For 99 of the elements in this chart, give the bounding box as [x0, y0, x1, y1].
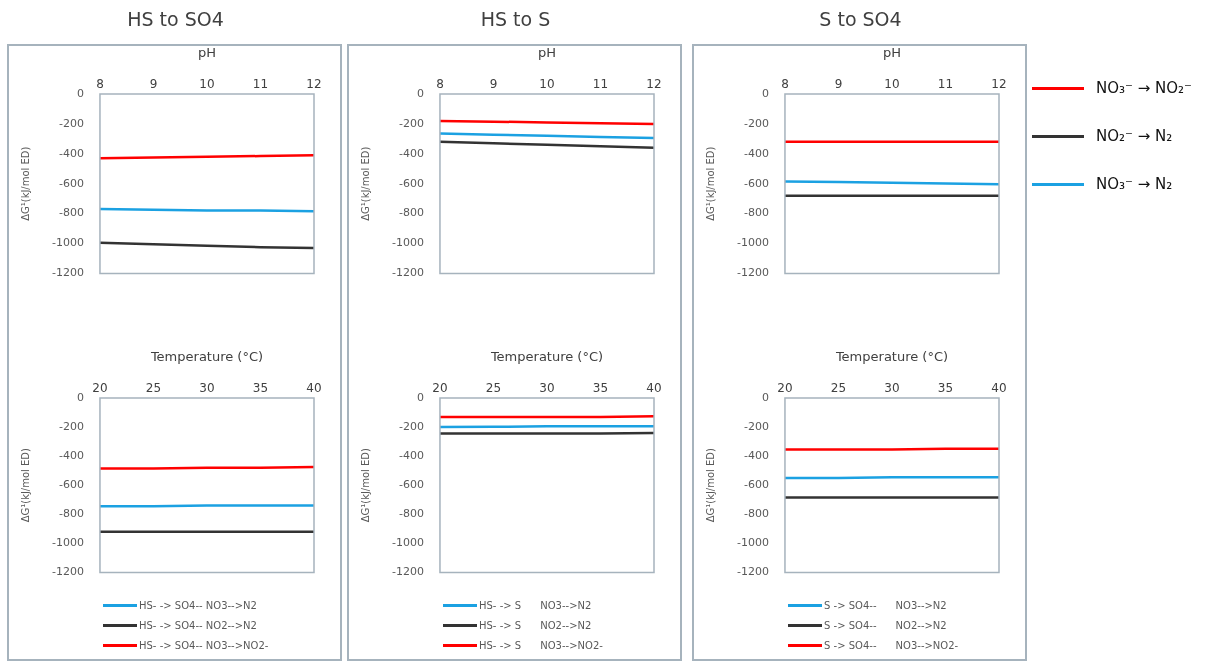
- x-tick-label: 25: [830, 380, 847, 395]
- x-tick-label: 40: [646, 380, 662, 395]
- y-tick-label: -200: [58, 116, 84, 130]
- x-axis-title: Temperature (°C): [149, 349, 264, 365]
- legend-label: HS- -> S NO3-->NO2-: [479, 639, 603, 651]
- y-tick-label: 0: [76, 390, 84, 404]
- x-axis-title: Temperature (°C): [834, 349, 949, 365]
- x-tick-label: 10: [199, 76, 215, 91]
- y-tick-label: -400: [398, 146, 424, 160]
- y-tick-label: -1000: [391, 536, 424, 550]
- y-tick-label: -1000: [736, 536, 769, 550]
- x-tick-label: 20: [777, 380, 793, 395]
- x-tick-label: 12: [991, 76, 1007, 91]
- x-tick-label: 25: [485, 380, 502, 395]
- y-axis-title: ΔG¹(kJ/mol ED): [704, 146, 716, 221]
- y-tick-label: -600: [743, 478, 769, 492]
- y-tick-label: -400: [58, 146, 84, 160]
- y-tick-label: -200: [398, 116, 424, 130]
- y-tick-label: -600: [398, 478, 424, 492]
- y-tick-label: -1200: [51, 565, 84, 579]
- y-tick-label: -800: [743, 206, 769, 220]
- legend-label: NO₃⁻ → N₂: [1096, 175, 1173, 193]
- x-tick-label: 35: [937, 380, 954, 395]
- y-tick-label: -800: [58, 507, 84, 521]
- x-tick-label: 8: [436, 76, 444, 91]
- y-axis-title: ΔG¹(kJ/mol ED): [359, 146, 371, 221]
- y-tick-label: -1200: [391, 565, 424, 579]
- x-tick-label: 40: [306, 380, 322, 395]
- chart-title: S to SO4: [818, 8, 903, 30]
- x-axis-title: pH: [537, 45, 556, 61]
- x-tick-label: 30: [884, 380, 900, 395]
- x-tick-label: 9: [834, 76, 843, 91]
- y-tick-label: -1200: [736, 266, 769, 280]
- y-tick-label: 0: [76, 86, 84, 100]
- x-axis-title: Temperature (°C): [489, 349, 604, 365]
- x-tick-label: 30: [539, 380, 555, 395]
- legend-label: S -> SO4-- NO3-->NO2-: [824, 639, 959, 651]
- legend-label: HS- -> S NO2-->N2: [479, 619, 592, 631]
- y-tick-label: -1200: [391, 266, 424, 280]
- chart-title: HS to SO4: [126, 8, 225, 30]
- y-tick-label: -600: [743, 176, 769, 190]
- y-axis-title: ΔG¹(kJ/mol ED): [19, 447, 31, 523]
- x-tick-label: 8: [96, 76, 104, 91]
- legend-label: HS- -> SO4-- NO2-->N2: [139, 619, 257, 631]
- y-tick-label: -1000: [51, 536, 84, 550]
- y-tick-label: -200: [743, 419, 769, 433]
- legend-label: HS- -> SO4-- NO3-->NO2-: [139, 639, 269, 651]
- y-tick-label: 0: [761, 390, 769, 404]
- x-axis-title: pH: [197, 45, 216, 61]
- y-tick-label: -600: [398, 176, 424, 190]
- y-tick-label: -600: [58, 176, 84, 190]
- legend-label: HS- -> SO4-- NO3-->N2: [139, 599, 257, 611]
- y-tick-label: -1200: [736, 565, 769, 579]
- x-tick-label: 8: [781, 76, 789, 91]
- y-tick-label: -600: [58, 478, 84, 492]
- y-tick-label: -200: [398, 419, 424, 433]
- legend-label: S -> SO4-- NO3-->N2: [824, 599, 947, 611]
- y-tick-label: -800: [398, 507, 424, 521]
- y-tick-label: -800: [398, 206, 424, 220]
- y-tick-label: -400: [58, 448, 84, 462]
- y-tick-label: -400: [398, 448, 424, 462]
- y-axis-title: ΔG¹(kJ/mol ED): [359, 447, 371, 523]
- x-tick-label: 11: [592, 76, 609, 91]
- x-tick-label: 10: [539, 76, 555, 91]
- y-axis-title: ΔG¹(kJ/mol ED): [704, 447, 716, 523]
- y-tick-label: -800: [743, 507, 769, 521]
- x-tick-label: 35: [252, 380, 269, 395]
- legend-label: NO₃⁻ → NO₂⁻: [1096, 79, 1193, 97]
- x-tick-label: 12: [646, 76, 662, 91]
- chart-title: HS to S: [479, 8, 552, 30]
- y-tick-label: 0: [416, 390, 424, 404]
- y-tick-label: -400: [743, 146, 769, 160]
- legend-label: HS- -> S NO3-->N2: [479, 599, 592, 611]
- x-axis-title: pH: [882, 45, 901, 61]
- y-tick-label: -800: [58, 206, 84, 220]
- y-tick-label: 0: [761, 86, 769, 100]
- y-tick-label: 0: [416, 86, 424, 100]
- y-tick-label: -1200: [51, 266, 84, 280]
- x-tick-label: 11: [937, 76, 954, 91]
- legend-label: S -> SO4-- NO2-->N2: [824, 619, 947, 631]
- x-tick-label: 20: [92, 380, 108, 395]
- x-tick-label: 10: [884, 76, 900, 91]
- x-tick-label: 30: [199, 380, 215, 395]
- y-tick-label: -1000: [51, 236, 84, 250]
- y-axis-title: ΔG¹(kJ/mol ED): [19, 146, 31, 221]
- y-tick-label: -1000: [391, 236, 424, 250]
- x-tick-label: 11: [252, 76, 269, 91]
- y-tick-label: -400: [743, 448, 769, 462]
- x-tick-label: 9: [149, 76, 158, 91]
- legend-label: NO₂⁻ → N₂: [1096, 127, 1173, 145]
- x-tick-label: 25: [145, 380, 162, 395]
- y-tick-label: -200: [58, 419, 84, 433]
- x-tick-label: 35: [592, 380, 609, 395]
- x-tick-label: 9: [489, 76, 498, 91]
- x-tick-label: 40: [991, 380, 1007, 395]
- x-tick-label: 12: [306, 76, 322, 91]
- y-tick-label: -200: [743, 116, 769, 130]
- x-tick-label: 20: [432, 380, 448, 395]
- y-tick-label: -1000: [736, 236, 769, 250]
